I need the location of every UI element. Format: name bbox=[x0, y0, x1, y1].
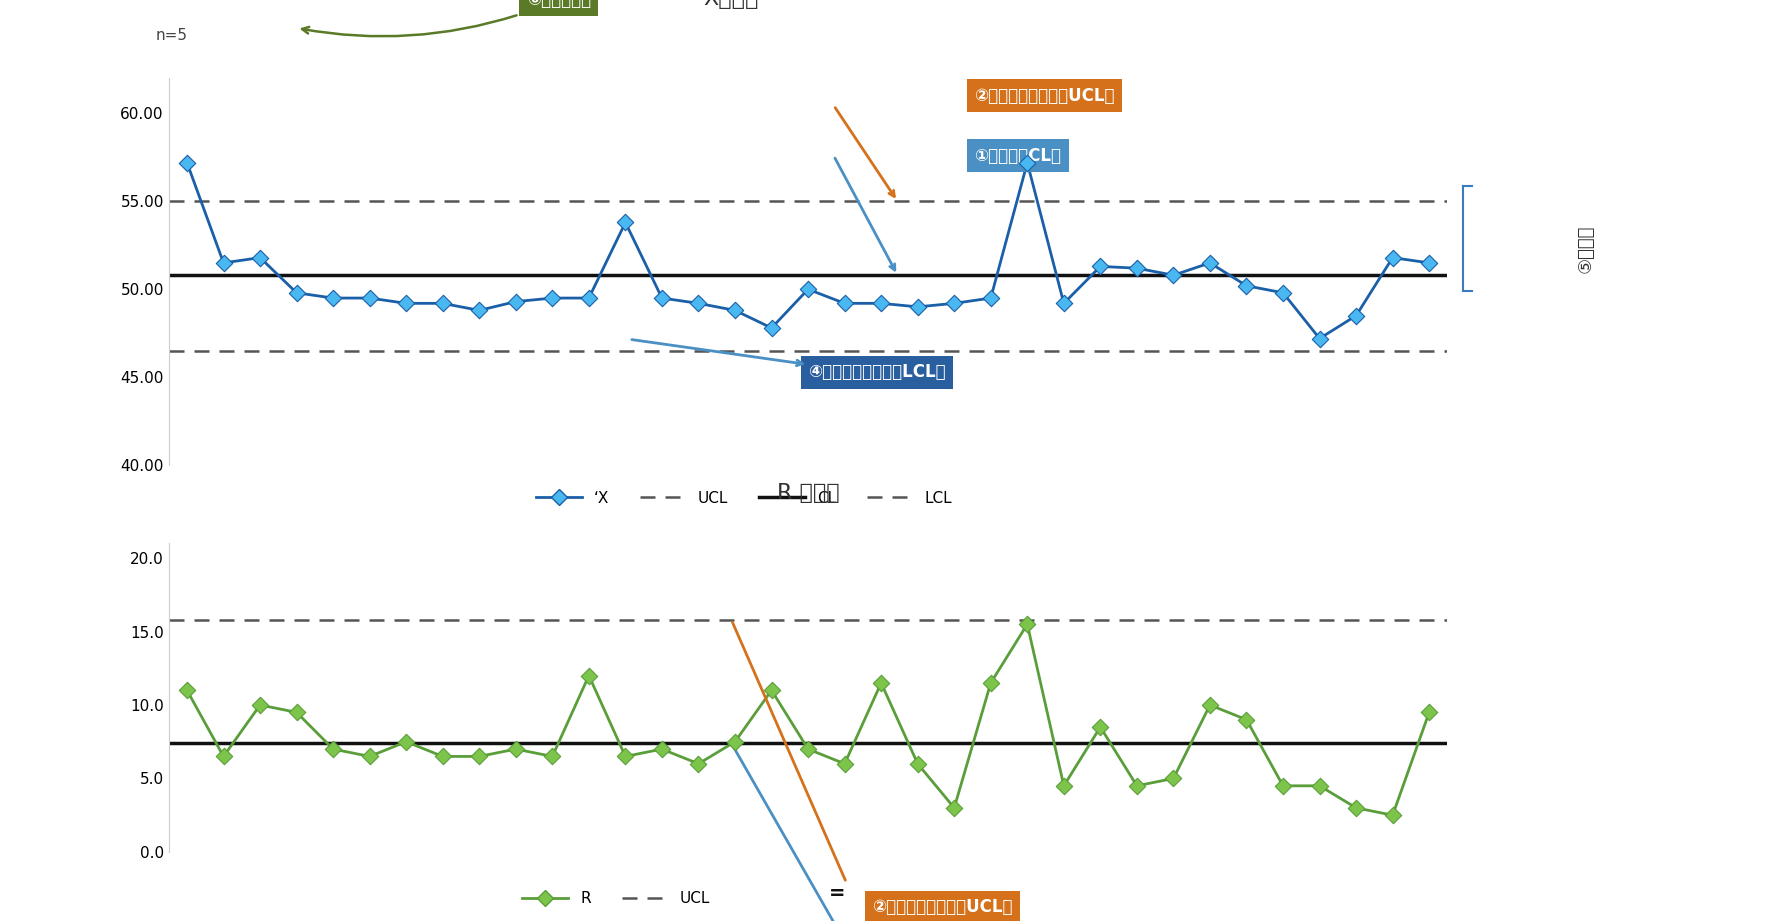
Text: ①中心線（CL）: ①中心線（CL） bbox=[975, 146, 1062, 165]
Point bbox=[1122, 778, 1151, 793]
Point bbox=[428, 296, 456, 310]
Legend: R, UCL: R, UCL bbox=[517, 885, 716, 912]
Point bbox=[575, 291, 604, 306]
Point bbox=[1050, 296, 1078, 310]
Text: =: = bbox=[829, 884, 845, 904]
Point bbox=[282, 705, 311, 719]
Point bbox=[831, 756, 860, 771]
Point bbox=[1012, 617, 1041, 632]
Point bbox=[172, 683, 201, 698]
Point bbox=[757, 321, 785, 335]
Point bbox=[172, 156, 201, 170]
Point bbox=[867, 676, 895, 691]
Point bbox=[977, 676, 1005, 691]
Point bbox=[611, 216, 639, 230]
Point bbox=[245, 697, 274, 712]
Text: ②上方管理限界線（UCL）: ②上方管理限界線（UCL） bbox=[872, 899, 1012, 916]
Point bbox=[1378, 251, 1407, 265]
Text: R 管理図: R 管理図 bbox=[776, 484, 840, 503]
Point bbox=[1378, 808, 1407, 822]
Point bbox=[1122, 261, 1151, 275]
Point bbox=[940, 296, 968, 310]
Point bbox=[355, 291, 384, 306]
Legend: ʻX, UCL, CL, LCL: ʻX, UCL, CL, LCL bbox=[529, 484, 959, 512]
Point bbox=[392, 734, 421, 749]
Point bbox=[538, 291, 567, 306]
Point bbox=[648, 291, 677, 306]
Point bbox=[1087, 719, 1115, 734]
Point bbox=[575, 669, 604, 683]
Point bbox=[1012, 156, 1041, 170]
Point bbox=[501, 294, 529, 309]
Point bbox=[1343, 800, 1371, 815]
Point bbox=[1160, 268, 1188, 283]
Point bbox=[392, 296, 421, 310]
Text: ②上方管理限界線（UCL）: ②上方管理限界線（UCL） bbox=[975, 87, 1115, 105]
Point bbox=[245, 251, 274, 265]
Point bbox=[320, 741, 348, 756]
Point bbox=[1305, 778, 1334, 793]
Point bbox=[501, 741, 529, 756]
Point bbox=[940, 800, 968, 815]
Text: ④下方管理限界線（LCL）: ④下方管理限界線（LCL） bbox=[808, 363, 945, 381]
Point bbox=[831, 296, 860, 310]
Point bbox=[684, 296, 712, 310]
Point bbox=[1415, 705, 1444, 719]
Point bbox=[1195, 697, 1224, 712]
Point bbox=[648, 741, 677, 756]
Point bbox=[1268, 286, 1296, 300]
Point bbox=[721, 734, 749, 749]
Point bbox=[320, 291, 348, 306]
Point bbox=[1195, 255, 1224, 270]
Point bbox=[757, 683, 785, 698]
Point bbox=[611, 749, 639, 764]
Point bbox=[1343, 309, 1371, 323]
Point bbox=[1415, 255, 1444, 270]
Text: ⑥群の大きさ: ⑥群の大きさ bbox=[302, 0, 591, 36]
Point bbox=[1233, 278, 1261, 293]
Point bbox=[904, 756, 932, 771]
Point bbox=[465, 303, 494, 318]
Point bbox=[1233, 712, 1261, 727]
Text: X̅管理図: X̅管理図 bbox=[703, 0, 758, 8]
Point bbox=[1087, 259, 1115, 274]
Point bbox=[428, 749, 456, 764]
Point bbox=[355, 749, 384, 764]
Point bbox=[794, 282, 822, 297]
Point bbox=[1050, 778, 1078, 793]
Point bbox=[538, 749, 567, 764]
Point bbox=[1160, 771, 1188, 786]
Point bbox=[684, 756, 712, 771]
Point bbox=[282, 286, 311, 300]
Point bbox=[794, 741, 822, 756]
Point bbox=[904, 299, 932, 314]
Point bbox=[1268, 778, 1296, 793]
Point bbox=[465, 749, 494, 764]
Text: n=5: n=5 bbox=[156, 29, 188, 43]
Point bbox=[210, 255, 238, 270]
Point bbox=[721, 303, 749, 318]
Text: ⑤管理線: ⑤管理線 bbox=[1577, 225, 1595, 273]
Point bbox=[867, 296, 895, 310]
Point bbox=[1305, 332, 1334, 346]
Point bbox=[977, 291, 1005, 306]
Point bbox=[210, 749, 238, 764]
